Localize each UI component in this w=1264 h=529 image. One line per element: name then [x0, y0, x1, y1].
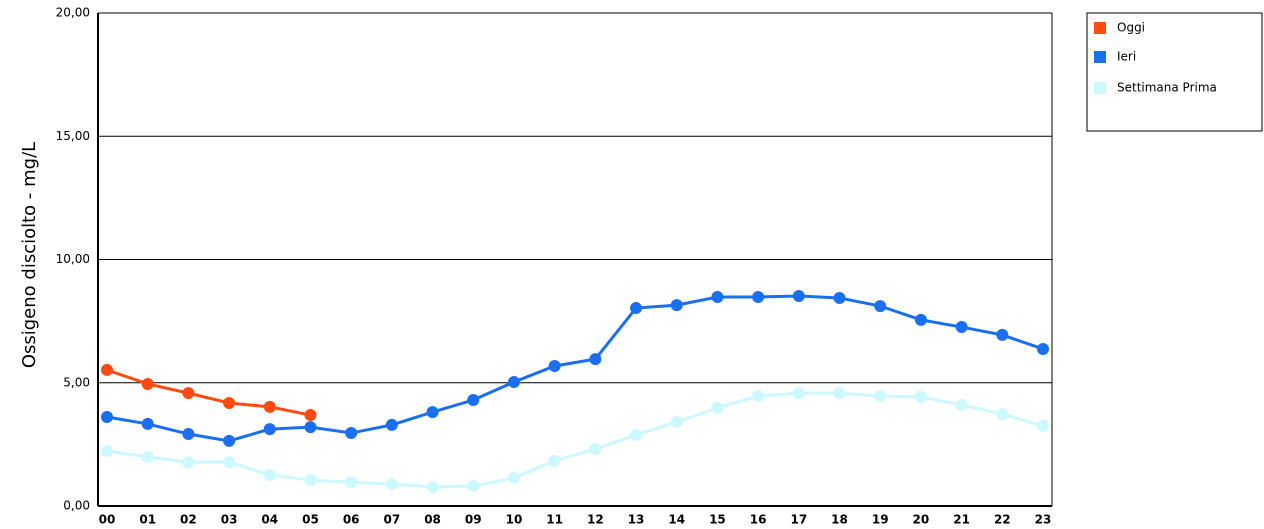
x-tick-label: 11: [546, 513, 563, 527]
x-tick-label: 17: [790, 513, 807, 527]
y-tick-label: 0,00: [63, 499, 90, 513]
x-tick-label: 19: [872, 513, 889, 527]
data-point: [914, 391, 927, 404]
x-tick-label: 15: [709, 513, 726, 527]
data-point: [589, 443, 602, 456]
data-point: [263, 400, 276, 413]
legend-label: Ieri: [1117, 50, 1136, 64]
data-point: [670, 299, 683, 312]
data-point: [304, 474, 317, 487]
data-point: [141, 450, 154, 463]
x-tick-label: 08: [424, 513, 441, 527]
data-point: [263, 468, 276, 481]
x-tick-label: 03: [221, 513, 238, 527]
legend-box: [1086, 12, 1263, 132]
data-point: [304, 421, 317, 434]
y-tick-label: 5,00: [63, 375, 90, 389]
data-point: [996, 408, 1009, 421]
x-tick-label: 05: [302, 513, 319, 527]
data-point: [223, 434, 236, 447]
x-tick-label: 04: [261, 513, 278, 527]
data-point: [955, 398, 968, 411]
data-point: [101, 363, 113, 376]
data-point: [182, 428, 195, 441]
x-tick-label: 02: [180, 513, 197, 527]
data-point: [548, 359, 561, 372]
data-point: [1037, 419, 1049, 432]
data-point: [182, 456, 195, 469]
data-point: [833, 387, 846, 400]
x-tick-label: 07: [384, 513, 401, 527]
data-point: [141, 377, 154, 390]
x-tick-label: 23: [1035, 513, 1052, 527]
data-point: [507, 471, 520, 484]
y-axis-label: Ossigeno disciolto - mg/L: [19, 142, 40, 368]
series-line: [106, 391, 1044, 489]
data-point: [792, 289, 805, 302]
legend-label: Settimana Prima: [1117, 81, 1217, 95]
data-point: [223, 456, 236, 469]
x-tick-label: 10: [506, 513, 523, 527]
data-point: [955, 321, 968, 334]
data-point: [304, 409, 317, 422]
data-point: [182, 387, 195, 400]
legend-swatch: [1094, 82, 1106, 94]
data-point: [101, 411, 113, 424]
y-tick-label: 15,00: [56, 129, 90, 143]
data-point: [630, 302, 643, 315]
data-point: [101, 445, 113, 458]
data-point: [752, 290, 765, 303]
data-point: [141, 417, 154, 430]
data-point: [874, 300, 887, 313]
x-tick-label: 13: [628, 513, 645, 527]
data-point: [426, 406, 439, 419]
data-point: [345, 476, 358, 489]
legend-label: Oggi: [1117, 21, 1145, 35]
data-point: [548, 454, 561, 467]
x-tick-label: 22: [994, 513, 1011, 527]
data-point: [996, 328, 1009, 341]
data-point: [589, 353, 602, 366]
data-point: [874, 390, 887, 403]
data-point: [752, 390, 765, 403]
x-tick-label: 16: [750, 513, 767, 527]
legend-swatch: [1094, 22, 1106, 34]
data-point: [792, 387, 805, 400]
data-point: [467, 480, 480, 493]
data-point: [833, 291, 846, 304]
data-point: [385, 478, 398, 491]
x-tick-label: 18: [831, 513, 848, 527]
data-point: [426, 481, 439, 494]
series-line: [106, 368, 311, 417]
data-point: [630, 429, 643, 442]
data-point: [467, 394, 480, 407]
data-point: [914, 313, 927, 326]
y-tick-label: 20,00: [56, 6, 90, 20]
x-tick-label: 12: [587, 513, 604, 527]
x-tick-label: 21: [953, 513, 970, 527]
series-line: [106, 294, 1044, 443]
data-point: [385, 418, 398, 431]
data-point: [711, 290, 724, 303]
x-tick-label: 20: [913, 513, 930, 527]
legend-swatch: [1094, 51, 1106, 63]
data-point: [507, 376, 520, 389]
data-point: [711, 401, 724, 414]
y-tick-label: 10,00: [56, 252, 90, 266]
data-point: [345, 427, 358, 440]
data-point: [1037, 342, 1049, 355]
data-point: [670, 415, 683, 428]
x-tick-label: 06: [343, 513, 360, 527]
x-tick-label: 00: [99, 513, 116, 527]
x-tick-label: 14: [668, 513, 685, 527]
data-point: [223, 396, 236, 409]
data-point: [263, 423, 276, 436]
x-tick-label: 09: [465, 513, 482, 527]
x-tick-label: 01: [139, 513, 156, 527]
